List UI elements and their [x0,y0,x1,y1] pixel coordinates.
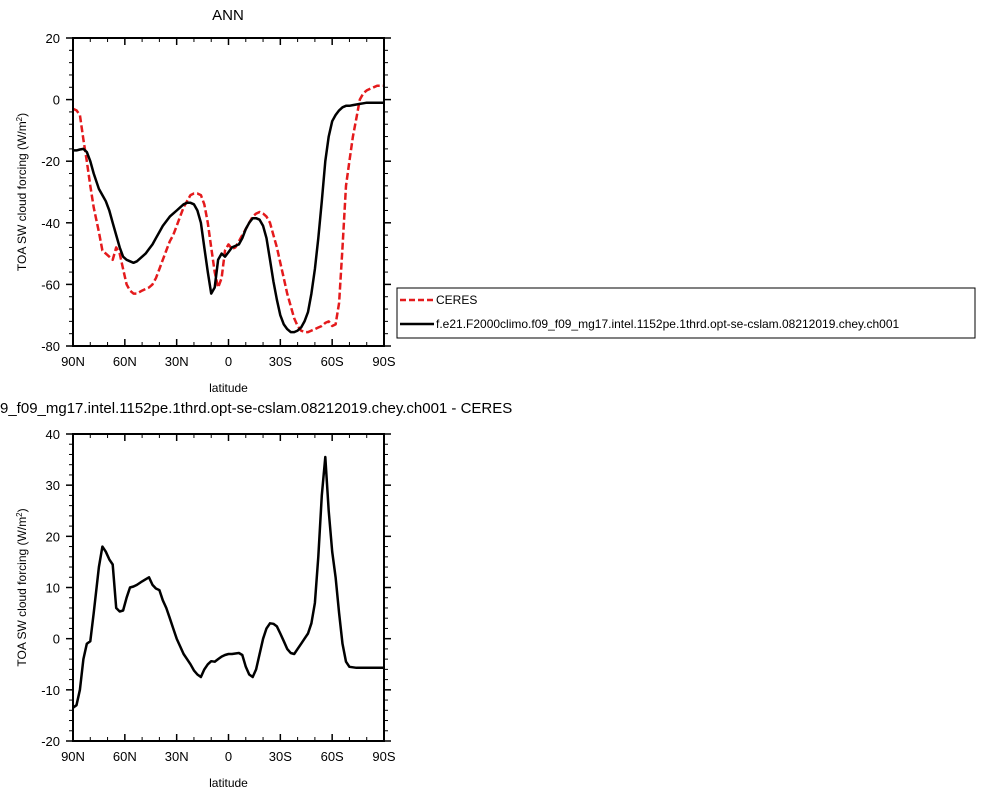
top-panel-xtick-label-2: 30N [165,354,189,369]
top-panel-series-line-1 [73,101,384,334]
bottom-panel-ytick-label-4: 0 [53,632,60,647]
top-panel-xtick-label-0: 90N [61,354,85,369]
top-panel-xtick-label-5: 60S [321,354,344,369]
top-panel-ytick-label-0: 20 [46,31,60,46]
bottom-panel-y-axis-label-superscript: 2 [15,512,24,517]
bottom-panel-series [72,455,384,709]
top-panel-ytick-label-3: -40 [41,216,60,231]
top-panel-title: ANN [212,7,244,24]
bottom-panel-xtick-label-1: 60N [113,749,137,764]
top-panel-xtick-label-1: 60N [113,354,137,369]
bottom-panel-y-axis-label: TOA SW cloud forcing (W/m2) [15,508,30,666]
bottom-panel-title: 9_f09_mg17.intel.1152pe.1thrd.opt-se-csl… [0,400,512,417]
top-panel-ytick-label-1: 0 [53,93,60,108]
bottom-panel-ytick-label-5: -10 [41,683,60,698]
top-panel-y-axis-label-close: ) [15,113,29,117]
top-panel-y-axis-label-main: TOA SW cloud forcing (W/m [15,121,29,271]
top-panel-frame [72,37,385,347]
bottom-panel-xtick-label-5: 60S [321,749,344,764]
top-panel-ytick-label-2: -20 [41,154,60,169]
legend-ceres-label: CERES [436,293,477,307]
legend-model-label: f.e21.F2000climo.f09_f09_mg17.intel.1152… [436,317,900,331]
top-panel-series [72,84,384,334]
bottom-panel-x-axis-label: latitude [209,776,248,790]
bottom-panel-xtick-label-6: 90S [372,749,395,764]
bottom-panel-series-line-0 [72,455,384,709]
bottom-panel-ytick-label-0: 40 [46,427,60,442]
top-panel-ticks: 90N 60N 30N 0 30S 60S 90S 20 0 -20 -40 -60 -80 [41,31,396,369]
top-panel-xtick-label-4: 30S [269,354,292,369]
bottom-panel-ytick-label-6: -20 [41,734,60,749]
bottom-panel-ytick-label-3: 10 [46,581,60,596]
bottom-panel: 9_f09_mg17.intel.1152pe.1thrd.opt-se-csl… [0,400,512,790]
bottom-panel-y-axis-label-close: ) [15,508,29,512]
bottom-panel-xtick-label-4: 30S [269,749,292,764]
bottom-panel-frame [72,433,385,742]
legend: CERES f.e21.F2000climo.f09_f09_mg17.inte… [396,287,976,339]
top-panel-series-line-0 [72,84,384,334]
bottom-panel-ytick-label-1: 30 [46,478,60,493]
bottom-panel-ytick-label-2: 20 [46,529,60,544]
top-panel-y-axis-label: TOA SW cloud forcing (W/m2) [15,113,30,271]
top-panel-y-axis-label-superscript: 2 [15,116,24,121]
bottom-panel-xtick-label-2: 30N [165,749,189,764]
top-panel-xtick-label-3: 0 [225,354,232,369]
top-panel: ANN 90N 60N 30N 0 30S 60S 90S 20 0 -20 -40 -60 -80 l… [15,7,396,395]
legend-box [396,287,976,339]
bottom-panel-y-axis-label-main: TOA SW cloud forcing (W/m [15,517,29,667]
top-panel-x-axis-label: latitude [209,381,248,395]
top-panel-ytick-label-4: -60 [41,277,60,292]
bottom-panel-ticks: 90N 60N 30N 0 30S 60S 90S 40 30 20 10 0 -10 -20 [41,427,396,764]
top-panel-xtick-label-6: 90S [372,354,395,369]
bottom-panel-xtick-label-0: 90N [61,749,85,764]
bottom-panel-xtick-label-3: 0 [225,749,232,764]
top-panel-ytick-label-5: -80 [41,339,60,354]
